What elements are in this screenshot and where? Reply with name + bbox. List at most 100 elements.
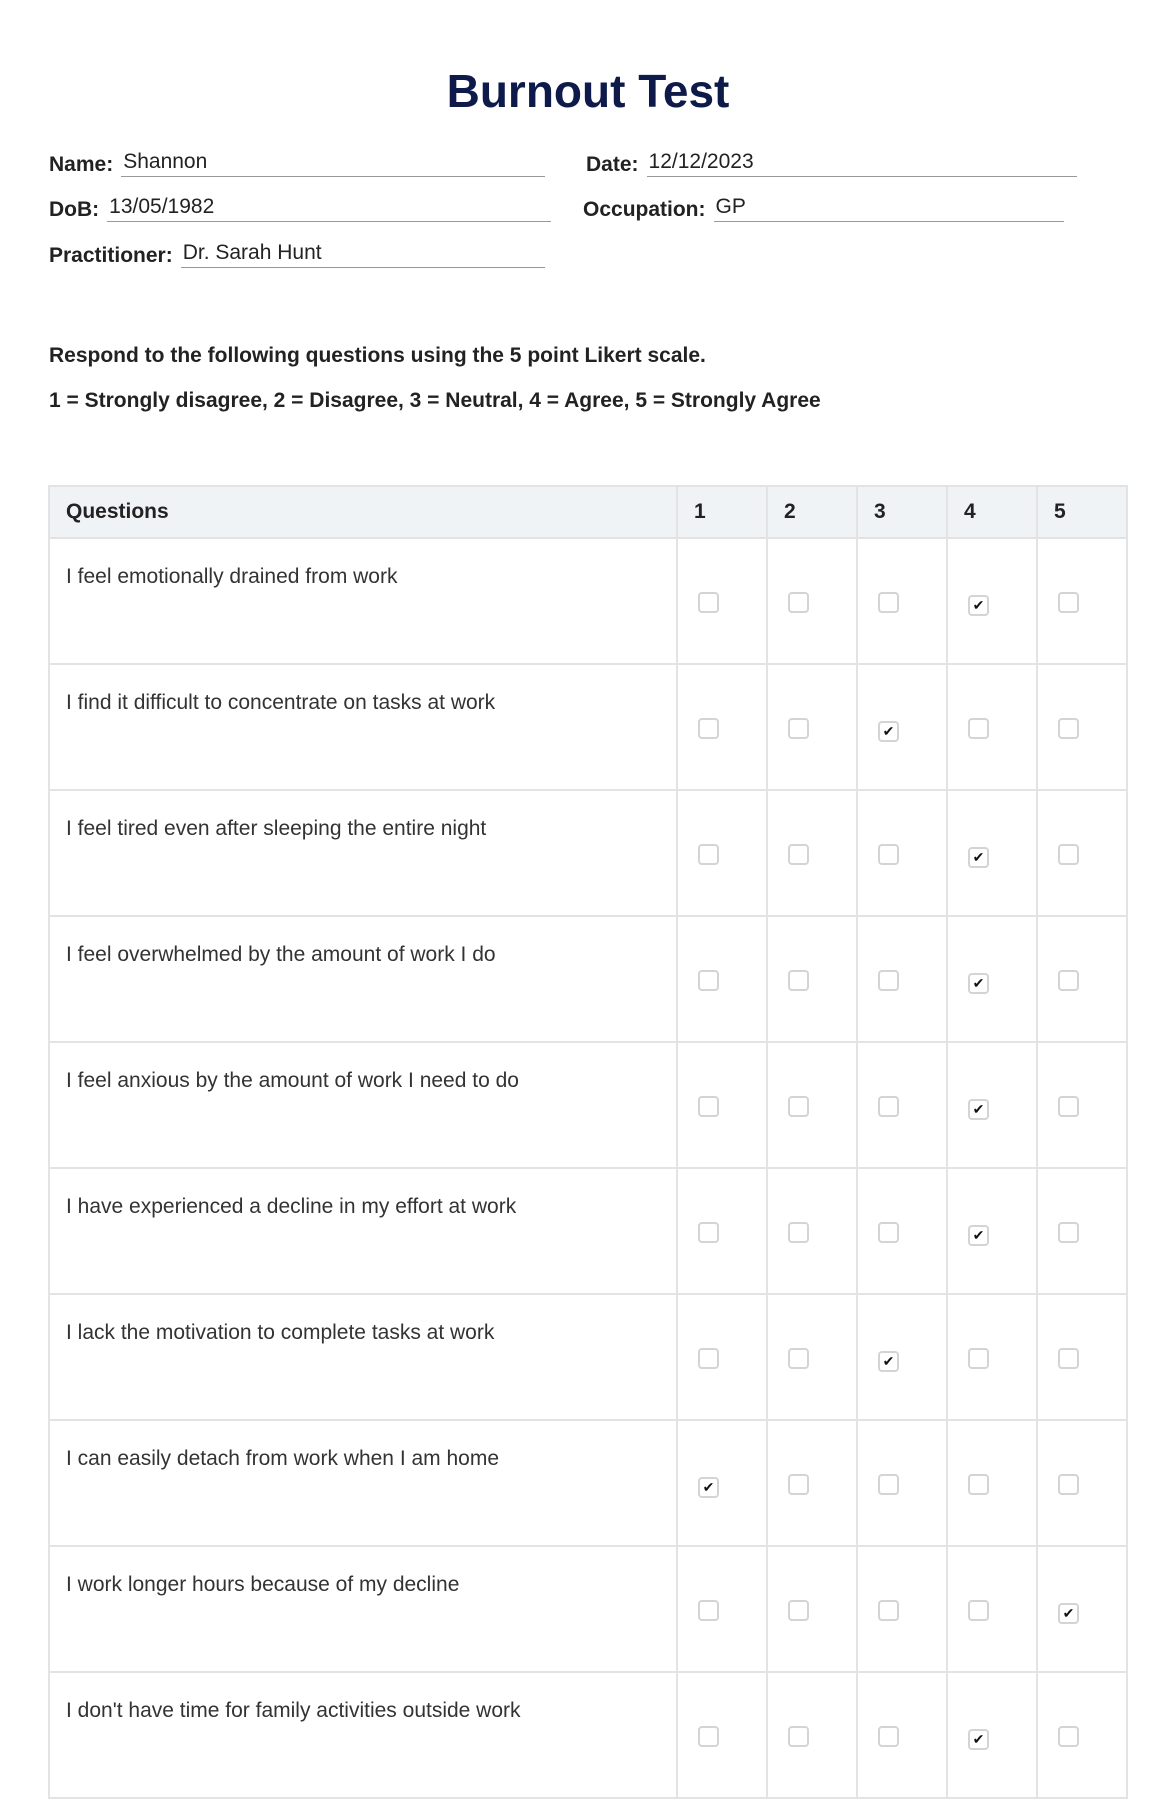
checkbox[interactable]	[698, 718, 719, 739]
checkbox[interactable]	[968, 1600, 989, 1621]
checkbox[interactable]	[1058, 1096, 1079, 1117]
practitioner-label: Practitioner:	[49, 244, 173, 267]
checkbox[interactable]	[788, 970, 809, 991]
rating-cell-4	[946, 663, 1038, 791]
rating-cell-5	[1036, 789, 1128, 917]
checkbox[interactable]	[788, 718, 809, 739]
dob-input[interactable]: 13/05/1982	[107, 195, 552, 222]
checkbox[interactable]	[878, 1474, 899, 1495]
checkbox-checked[interactable]: ✔	[968, 1098, 989, 1120]
checkbox-checked[interactable]: ✔	[968, 1224, 989, 1246]
rating-cell-5	[1036, 915, 1128, 1043]
table-row: I feel tired even after sleeping the ent…	[48, 789, 1128, 917]
checkbox-checked[interactable]: ✔	[968, 846, 989, 868]
rating-cell-1	[676, 1167, 768, 1295]
checkbox[interactable]	[698, 844, 719, 865]
rating-cell-5	[1036, 1167, 1128, 1295]
rating-cell-1	[676, 1545, 768, 1673]
checkbox[interactable]	[1058, 844, 1079, 865]
checkbox[interactable]	[698, 1096, 719, 1117]
checkbox[interactable]	[878, 1726, 899, 1747]
name-input[interactable]: Shannon	[121, 150, 546, 177]
checkbox[interactable]	[788, 1600, 809, 1621]
likert-scale-legend: 1 = Strongly disagree, 2 = Disagree, 3 =…	[49, 389, 821, 412]
checkmark-icon: ✔	[972, 596, 985, 613]
rating-cell-1	[676, 663, 768, 791]
header-2: 2	[766, 485, 858, 539]
checkbox[interactable]	[698, 1726, 719, 1747]
rating-cell-2	[766, 663, 858, 791]
checkbox[interactable]	[698, 970, 719, 991]
checkbox[interactable]	[1058, 1726, 1079, 1747]
dob-field: DoB: 13/05/1982	[49, 195, 552, 222]
name-field: Name: Shannon	[49, 150, 546, 177]
page-title: Burnout Test	[446, 65, 730, 117]
rating-cell-3	[856, 1041, 948, 1169]
checkbox[interactable]	[1058, 1474, 1079, 1495]
checkmark-icon: ✔	[972, 1730, 985, 1747]
rating-cell-1	[676, 1293, 768, 1421]
checkbox[interactable]	[788, 592, 809, 613]
table-row: I can easily detach from work when I am …	[48, 1419, 1128, 1547]
checkbox[interactable]	[1058, 970, 1079, 991]
checkbox[interactable]	[698, 592, 719, 613]
checkbox-checked[interactable]: ✔	[968, 1728, 989, 1750]
checkbox[interactable]	[968, 1474, 989, 1495]
rating-cell-2	[766, 1545, 858, 1673]
checkmark-icon: ✔	[972, 1100, 985, 1117]
rating-cell-4	[946, 1419, 1038, 1547]
checkbox[interactable]	[1058, 718, 1079, 739]
rating-cell-3	[856, 1545, 948, 1673]
rating-cell-3	[856, 1167, 948, 1295]
checkbox[interactable]	[788, 1222, 809, 1243]
checkbox[interactable]	[878, 970, 899, 991]
question-text: I lack the motivation to complete tasks …	[48, 1293, 678, 1421]
checkbox[interactable]	[698, 1348, 719, 1369]
checkbox[interactable]	[878, 1096, 899, 1117]
checkbox[interactable]	[698, 1600, 719, 1621]
checkbox[interactable]	[788, 1726, 809, 1747]
checkbox[interactable]	[788, 1474, 809, 1495]
question-text: I have experienced a decline in my effor…	[48, 1167, 678, 1295]
checkbox-checked[interactable]: ✔	[968, 594, 989, 616]
rating-cell-2	[766, 1167, 858, 1295]
rating-cell-5	[1036, 1419, 1128, 1547]
table-row: I don't have time for family activities …	[48, 1671, 1128, 1799]
checkbox[interactable]	[698, 1222, 719, 1243]
date-input[interactable]: 12/12/2023	[646, 150, 1077, 177]
checkmark-icon: ✔	[972, 848, 985, 865]
rating-cell-2	[766, 1293, 858, 1421]
checkbox[interactable]	[788, 1096, 809, 1117]
checkbox-checked[interactable]: ✔	[698, 1476, 719, 1498]
practitioner-input[interactable]: Dr. Sarah Hunt	[180, 241, 545, 268]
checkbox[interactable]	[1058, 1348, 1079, 1369]
rating-cell-3	[856, 1671, 948, 1799]
checkbox[interactable]	[1058, 1222, 1079, 1243]
checkbox[interactable]	[878, 592, 899, 613]
checkbox[interactable]	[1058, 592, 1079, 613]
rating-cell-4: ✔	[946, 1167, 1038, 1295]
checkbox[interactable]	[878, 1600, 899, 1621]
checkbox[interactable]	[968, 1348, 989, 1369]
checkbox-checked[interactable]: ✔	[968, 972, 989, 994]
question-text: I feel tired even after sleeping the ent…	[48, 789, 678, 917]
table-row: I feel emotionally drained from work ✔	[48, 537, 1128, 665]
document-page: Burnout Test Name: Shannon Date: 12/12/2…	[48, 65, 1128, 1799]
checkbox[interactable]	[788, 1348, 809, 1369]
checkbox[interactable]	[878, 844, 899, 865]
checkbox-checked[interactable]: ✔	[878, 1350, 899, 1372]
rating-cell-1	[676, 1671, 768, 1799]
checkbox[interactable]	[788, 844, 809, 865]
occupation-input[interactable]: GP	[713, 195, 1064, 222]
rating-cell-2	[766, 915, 858, 1043]
checkbox[interactable]	[968, 718, 989, 739]
rating-cell-3	[856, 789, 948, 917]
checkmark-icon: ✔	[702, 1478, 715, 1495]
rating-cell-5	[1036, 537, 1128, 665]
checkbox-checked[interactable]: ✔	[1058, 1602, 1079, 1624]
rating-cell-5	[1036, 1041, 1128, 1169]
checkbox-checked[interactable]: ✔	[878, 720, 899, 742]
rating-cell-3	[856, 1419, 948, 1547]
checkbox[interactable]	[878, 1222, 899, 1243]
checkmark-icon: ✔	[972, 1226, 985, 1243]
